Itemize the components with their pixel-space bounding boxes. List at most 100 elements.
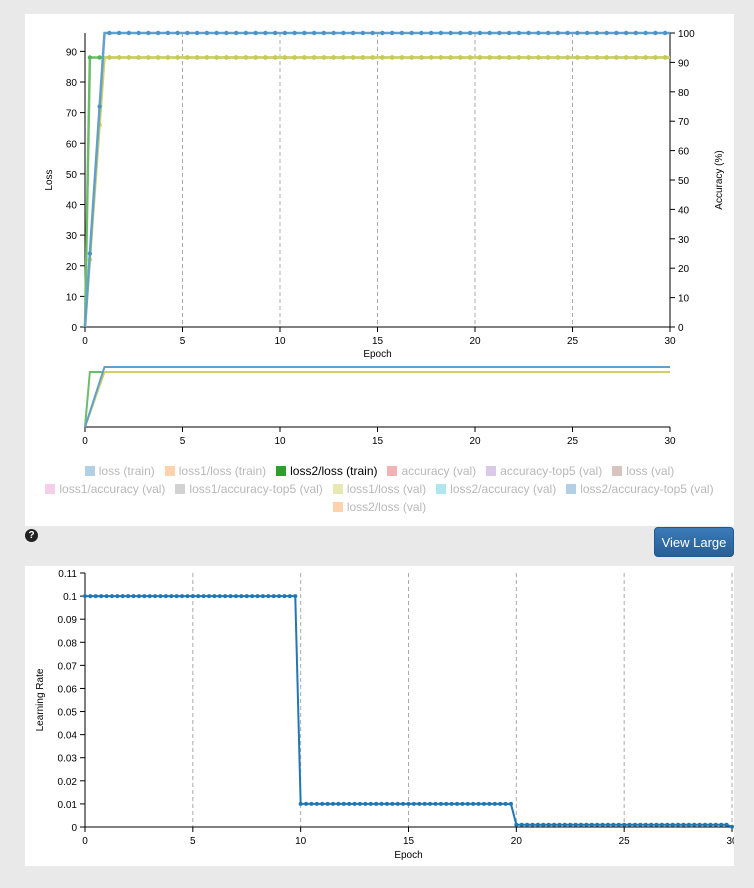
- data-point: [304, 801, 309, 806]
- legend-swatch: [332, 484, 343, 494]
- data-point: [158, 594, 163, 599]
- data-point: [614, 55, 619, 60]
- legend-item[interactable]: loss2/loss (val): [332, 498, 426, 516]
- legend-item[interactable]: loss1/accuracy-top5 (val): [175, 480, 323, 498]
- data-point: [243, 55, 249, 60]
- data-point: [239, 594, 244, 599]
- legend-item[interactable]: loss (train): [84, 462, 155, 480]
- view-large-button[interactable]: View Large: [654, 527, 734, 557]
- data-point: [449, 801, 454, 806]
- data-point: [545, 30, 551, 36]
- data-point: [360, 55, 366, 60]
- data-point: [104, 594, 109, 599]
- legend-item[interactable]: loss (val): [612, 462, 674, 480]
- y-tick-label: 0.09: [58, 615, 78, 626]
- data-point: [535, 822, 540, 827]
- y-tick-label: 0.02: [58, 777, 78, 788]
- data-point: [107, 30, 112, 36]
- data-point: [302, 55, 307, 60]
- data-point: [207, 594, 212, 599]
- data-point: [360, 30, 366, 36]
- data-point: [126, 55, 132, 60]
- data-point: [579, 822, 584, 827]
- data-point: [409, 55, 414, 60]
- data-point: [384, 801, 389, 806]
- data-point: [448, 30, 453, 36]
- data-point: [399, 30, 405, 36]
- data-point: [492, 801, 497, 806]
- y-axis-label: Learning Rate: [35, 668, 46, 731]
- data-point: [321, 55, 327, 60]
- data-point: [341, 30, 346, 36]
- legend-item[interactable]: loss1/loss (train): [164, 462, 266, 480]
- data-point: [380, 55, 385, 60]
- data-point: [724, 822, 729, 827]
- data-point: [546, 822, 551, 827]
- data-point: [406, 801, 411, 806]
- data-point: [298, 801, 303, 806]
- data-point: [562, 822, 567, 827]
- y-axis-label: Loss: [44, 169, 55, 190]
- data-point: [204, 55, 210, 60]
- legend-item[interactable]: loss2/accuracy (val): [436, 480, 556, 498]
- data-point: [282, 55, 288, 60]
- legend-label: accuracy (val): [401, 464, 477, 478]
- data-point: [643, 30, 648, 36]
- data-point: [311, 55, 317, 60]
- data-point: [115, 594, 120, 599]
- data-point: [309, 801, 314, 806]
- data-point: [653, 30, 658, 36]
- y-tick-label: 40: [66, 201, 78, 212]
- data-point: [99, 594, 104, 599]
- data-point: [506, 30, 512, 36]
- data-point: [573, 822, 578, 827]
- data-point: [302, 30, 307, 36]
- data-point: [506, 55, 512, 60]
- data-point: [165, 55, 171, 60]
- overview-x-tick-label: 25: [567, 436, 579, 447]
- data-point: [399, 55, 405, 60]
- y2-tick-label: 30: [678, 235, 690, 246]
- legend-item[interactable]: loss1/accuracy (val): [45, 480, 165, 498]
- data-point: [589, 822, 594, 827]
- data-point: [611, 822, 616, 827]
- data-point: [331, 801, 336, 806]
- legend-item[interactable]: loss1/loss (val): [332, 480, 426, 498]
- data-point: [314, 801, 319, 806]
- y2-tick-label: 10: [678, 294, 690, 305]
- legend-item[interactable]: loss2/loss (train): [276, 462, 377, 480]
- data-point: [244, 594, 249, 599]
- data-point: [370, 55, 375, 60]
- data-point: [575, 55, 580, 60]
- legend-item[interactable]: accuracy (val): [387, 462, 476, 480]
- legend-item[interactable]: loss2/accuracy-top5 (val): [566, 480, 714, 498]
- data-point: [584, 30, 590, 36]
- data-point: [321, 30, 327, 36]
- data-point: [126, 30, 132, 36]
- data-point: [116, 55, 122, 60]
- y2-tick-label: 20: [678, 264, 690, 275]
- x-tick-label: 15: [403, 836, 415, 847]
- data-point: [136, 594, 141, 599]
- data-point: [368, 801, 373, 806]
- data-point: [422, 801, 427, 806]
- legend-item[interactable]: accuracy-top5 (val): [486, 462, 602, 480]
- data-point: [363, 801, 368, 806]
- data-point: [487, 801, 492, 806]
- data-point: [325, 801, 330, 806]
- data-point: [428, 801, 433, 806]
- data-point: [93, 594, 98, 599]
- data-point: [282, 30, 288, 36]
- data-point: [467, 55, 473, 60]
- x-tick-label: 30: [726, 836, 734, 847]
- data-point: [163, 594, 168, 599]
- data-point: [643, 822, 648, 827]
- data-point: [175, 30, 180, 36]
- data-point: [458, 30, 463, 36]
- loss-accuracy-chart: 0102030405060708090010203040506070809010…: [44, 29, 725, 447]
- help-icon[interactable]: ?: [25, 529, 38, 542]
- data-point: [719, 822, 724, 827]
- data-point: [336, 801, 341, 806]
- data-point: [126, 594, 131, 599]
- data-point: [370, 30, 375, 36]
